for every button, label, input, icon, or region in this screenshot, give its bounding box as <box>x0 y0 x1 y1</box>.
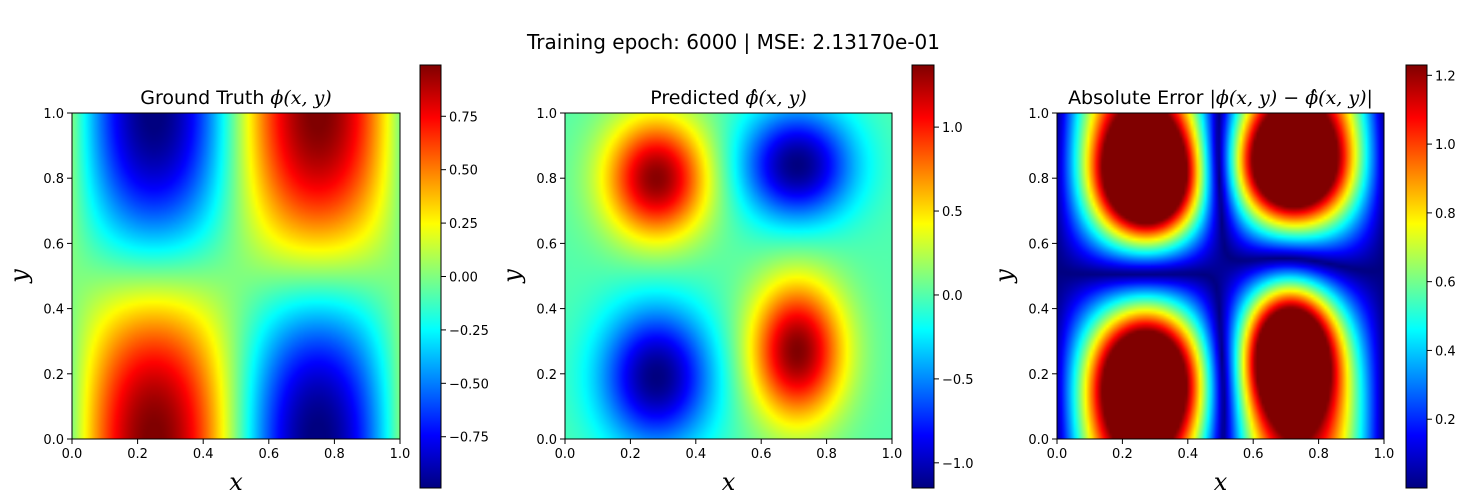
colorbar-tick-label: 0.25 <box>449 217 478 232</box>
colorbar-gradient <box>911 64 935 489</box>
y-tick-label: 0.2 <box>43 368 64 383</box>
x-axis-label: x <box>1214 468 1228 496</box>
x-tick-label: 0.4 <box>193 447 214 462</box>
y-tick-label: 0.6 <box>536 237 557 252</box>
colorbar: 0.2 0.4 0.6 0.8 1.0 1.2 <box>1405 64 1456 489</box>
subplot-3: Absolute Error |ϕ(x, y) − ϕ̂(x, y)|0.0 0.… <box>990 87 1394 496</box>
y-tick-label: 0.0 <box>1028 433 1049 448</box>
colorbar-gradient <box>1405 64 1428 489</box>
y-tick-label: 0.2 <box>1028 368 1049 383</box>
y-tick-label: 0.8 <box>536 172 557 187</box>
subplot-2: Predicted ϕ̂(x, y) 0.0 0.2 0.4 0.6 0.8 1.0 0.0 0… <box>498 87 902 496</box>
y-axis-label: y <box>5 269 33 284</box>
colorbar-tick-label: 0.50 <box>449 164 478 179</box>
x-tick-label: 0.8 <box>324 447 345 462</box>
x-tick-label: 0.6 <box>1243 447 1264 462</box>
y-tick-label: 1.0 <box>1028 107 1049 122</box>
heatmap-image <box>565 113 892 439</box>
axes-frame <box>71 112 401 440</box>
y-tick-label: 0.4 <box>1028 303 1049 318</box>
axes-frame <box>1056 112 1385 440</box>
y-tick-label: 1.0 <box>43 107 64 122</box>
y-axis-label: y <box>990 269 1018 284</box>
x-tick-label: 0.2 <box>620 447 641 462</box>
figure-title: Training epoch: 6000 | MSE: 2.13170e-01 <box>527 30 940 54</box>
subplot-1: Ground Truth ϕ(x, y) 0.0 0.2 0.4 0.6 0.8 1.0 0.… <box>5 87 410 496</box>
colorbar-tick-label: −0.50 <box>449 377 489 392</box>
y-tick-label: 1.0 <box>536 107 557 122</box>
subplot-title: Ground Truth ϕ(x, y) <box>140 87 331 109</box>
y-tick-label: 0.4 <box>536 303 557 318</box>
x-tick-label: 1.0 <box>390 447 411 462</box>
y-axis-label: y <box>498 269 526 284</box>
subplot-title: Absolute Error |ϕ(x, y) − ϕ̂(x, y)| <box>1068 87 1373 109</box>
heatmap-image <box>72 113 400 439</box>
colorbar-tick-label: 0.4 <box>1435 344 1456 359</box>
y-tick-label: 0.8 <box>1028 172 1049 187</box>
y-tick-label: 0.6 <box>43 237 64 252</box>
x-tick-label: 0.0 <box>1047 447 1068 462</box>
axes-frame <box>564 112 893 440</box>
colorbar-tick-label: 0.75 <box>449 110 478 125</box>
x-tick-label: 0.2 <box>127 447 148 462</box>
y-tick-label: 0.4 <box>43 303 64 318</box>
colorbar-tick-label: 1.2 <box>1435 69 1456 84</box>
x-tick-label: 0.6 <box>258 447 279 462</box>
y-tick-label: 0.0 <box>536 433 557 448</box>
x-axis-label: x <box>722 468 736 496</box>
x-tick-label: 0.8 <box>816 447 837 462</box>
colorbar: −1.0 −0.5 0.0 0.5 1.0 <box>911 64 974 489</box>
colorbar-tick-label: −0.5 <box>942 373 974 388</box>
y-tick-label: 0.2 <box>536 368 557 383</box>
x-tick-label: 0.0 <box>555 447 576 462</box>
y-tick-label: 0.0 <box>43 433 64 448</box>
x-tick-label: 1.0 <box>882 447 903 462</box>
colorbar-tick-label: −1.0 <box>942 457 974 472</box>
colorbar-gradient <box>419 64 442 489</box>
colorbar: −0.75 −0.50 −0.25 0.00 0.25 0.50 0.75 <box>419 64 489 489</box>
x-tick-label: 0.8 <box>1308 447 1329 462</box>
x-tick-label: 1.0 <box>1374 447 1395 462</box>
colorbar-tick-label: 0.2 <box>1435 413 1456 428</box>
colorbar-tick-label: 0.0 <box>942 289 963 304</box>
colorbar-tick-label: 0.8 <box>1435 207 1456 222</box>
colorbar-tick-label: 1.0 <box>942 121 963 136</box>
x-tick-label: 0.4 <box>1177 447 1198 462</box>
y-tick-label: 0.8 <box>43 172 64 187</box>
colorbar-tick-label: 0.00 <box>449 271 478 286</box>
colorbar-tick-label: 1.0 <box>1435 138 1456 153</box>
heatmap-image <box>1057 113 1384 439</box>
x-tick-label: 0.4 <box>685 447 706 462</box>
x-tick-label: 0.2 <box>1112 447 1133 462</box>
x-tick-label: 0.6 <box>751 447 772 462</box>
x-tick-label: 0.0 <box>62 447 83 462</box>
colorbar-tick-label: −0.25 <box>449 324 489 339</box>
colorbar-tick-label: −0.75 <box>449 431 489 446</box>
x-axis-label: x <box>229 468 243 496</box>
subplot-title: Predicted ϕ̂(x, y) <box>650 87 807 109</box>
y-tick-label: 0.6 <box>1028 237 1049 252</box>
colorbar-tick-label: 0.6 <box>1435 276 1456 291</box>
colorbar-tick-label: 0.5 <box>942 205 963 220</box>
